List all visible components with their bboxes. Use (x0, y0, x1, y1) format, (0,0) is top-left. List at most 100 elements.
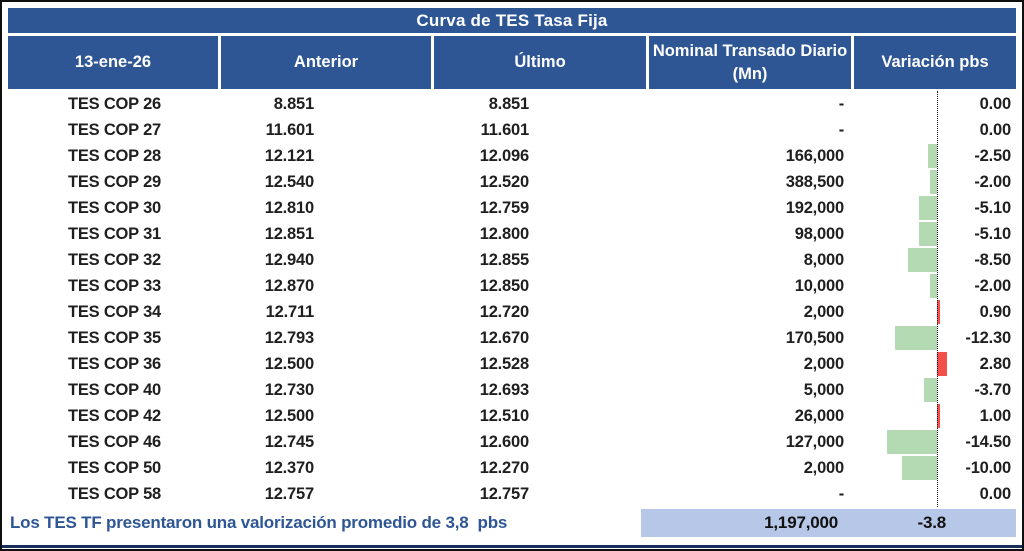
ultimo-value: 11.601 (480, 121, 530, 139)
bond-name: TES COP 50 (67, 459, 162, 477)
table-row: TES COP 42 12.500 12.510 26,000 1.00 (8, 403, 1016, 429)
ultimo-value: 8.851 (488, 95, 529, 113)
variacion-value: 1.00 (979, 407, 1012, 425)
variacion-value: -10.00 (965, 459, 1011, 477)
variacion-value: 0.90 (979, 303, 1012, 321)
anterior-value: 12.540 (264, 173, 314, 191)
table-row: TES COP 58 12.757 12.757 - 0.00 (8, 481, 1016, 507)
bond-name: TES COP 31 (67, 225, 162, 243)
bond-name: TES COP 46 (67, 433, 162, 451)
ultimo-value: 12.510 (479, 407, 529, 425)
anterior-value: 12.370 (264, 459, 314, 477)
table-row: TES COP 40 12.730 12.693 5,000 -3.70 (8, 377, 1016, 403)
ultimo-value: 12.850 (479, 277, 529, 295)
footer-average-variacion: -3.8 (917, 513, 947, 532)
nominal-value: 2,000 (803, 303, 844, 321)
footer-total-nominal: 1,197,000 (764, 513, 838, 532)
column-header-ultimo: Último (434, 36, 649, 89)
table-row: TES COP 31 12.851 12.800 98,000 -5.10 (8, 221, 1016, 247)
variation-bar-positive (937, 300, 940, 324)
anterior-value: 12.500 (264, 355, 314, 373)
nominal-value: - (838, 95, 844, 113)
table-row: TES COP 28 12.121 12.096 166,000 -2.50 (8, 143, 1016, 169)
anterior-value: 12.745 (264, 433, 314, 451)
table-row: TES COP 46 12.745 12.600 127,000 -14.50 (8, 429, 1016, 455)
variacion-value: 0.00 (979, 95, 1012, 113)
table-row: TES COP 30 12.810 12.759 192,000 -5.10 (8, 195, 1016, 221)
ultimo-value: 12.600 (479, 433, 529, 451)
nominal-value: 10,000 (794, 277, 844, 295)
variation-bar-negative (887, 430, 937, 454)
variation-bar-positive (937, 404, 940, 428)
table-row: TES COP 26 8.851 8.851 - 0.00 (8, 91, 1016, 117)
anterior-value: 12.121 (264, 147, 314, 165)
anterior-value: 12.500 (264, 407, 314, 425)
bond-name: TES COP 28 (67, 147, 162, 165)
variation-bar-negative (895, 326, 937, 350)
nominal-value: 166,000 (785, 147, 844, 165)
bond-name: TES COP 26 (67, 95, 162, 113)
table-container: Curva de TES Tasa Fija 13-ene-26 Anterio… (8, 8, 1016, 537)
table-row: TES COP 36 12.500 12.528 2,000 2.80 (8, 351, 1016, 377)
table-footer-row: Los TES TF presentaron una valorización … (8, 509, 1016, 537)
table-row: TES COP 50 12.370 12.270 2,000 -10.00 (8, 455, 1016, 481)
table-row: TES COP 34 12.711 12.720 2,000 0.90 (8, 299, 1016, 325)
variacion-value: 0.00 (979, 485, 1012, 503)
anterior-value: 12.793 (264, 329, 314, 347)
ultimo-value: 12.693 (479, 381, 529, 399)
anterior-value: 12.711 (265, 303, 315, 321)
variacion-value: -5.10 (974, 225, 1011, 243)
column-header-anterior: Anterior (221, 36, 434, 89)
ultimo-value: 12.270 (479, 459, 529, 477)
variacion-value: -12.30 (965, 329, 1011, 347)
nominal-value: 170,500 (785, 329, 844, 347)
variation-bar-negative (930, 170, 937, 194)
ultimo-value: 12.759 (479, 199, 529, 217)
variacion-value: -5.10 (974, 199, 1011, 217)
variation-bar-negative (930, 274, 937, 298)
variation-bar-negative (919, 196, 937, 220)
nominal-value: - (838, 121, 844, 139)
variacion-value: -3.70 (974, 381, 1011, 399)
nominal-value: 5,000 (803, 381, 844, 399)
bond-name: TES COP 35 (67, 329, 162, 347)
nominal-value: 2,000 (803, 355, 844, 373)
anterior-value: 11.601 (265, 121, 315, 139)
nominal-value: 127,000 (785, 433, 844, 451)
bottom-rule (2, 545, 1022, 548)
variation-bar-negative (924, 378, 937, 402)
anterior-value: 12.730 (264, 381, 314, 399)
nominal-value: - (838, 485, 844, 503)
ultimo-value: 12.096 (479, 147, 529, 165)
ultimo-value: 12.855 (479, 251, 529, 269)
nominal-value: 2,000 (803, 459, 844, 477)
bond-name: TES COP 29 (67, 173, 162, 191)
table-row: TES COP 32 12.940 12.855 8,000 -8.50 (8, 247, 1016, 273)
table-row: TES COP 27 11.601 11.601 - 0.00 (8, 117, 1016, 143)
zero-baseline (937, 91, 938, 507)
table-row: TES COP 33 12.870 12.850 10,000 -2.00 (8, 273, 1016, 299)
bond-name: TES COP 34 (67, 303, 162, 321)
nominal-value: 192,000 (785, 199, 844, 217)
table-header-row: 13-ene-26 Anterior Último Nominal Transa… (8, 36, 1016, 89)
bond-name: TES COP 40 (67, 381, 162, 399)
column-header-variacion: Variación pbs (854, 36, 1016, 89)
nominal-value: 98,000 (794, 225, 844, 243)
variacion-value: -2.00 (974, 277, 1011, 295)
ultimo-value: 12.528 (479, 355, 529, 373)
footer-summary-note: Los TES TF presentaron una valorización … (10, 513, 508, 532)
anterior-value: 8.851 (273, 95, 314, 113)
footer-highlight-cell: 1,197,000 -3.8 (641, 509, 1016, 537)
bond-name: TES COP 36 (67, 355, 162, 373)
variacion-value: -2.00 (974, 173, 1011, 191)
ultimo-value: 12.520 (479, 173, 529, 191)
ultimo-value: 12.757 (479, 485, 529, 503)
anterior-value: 12.810 (264, 199, 314, 217)
variation-bar-negative (902, 456, 937, 480)
variation-bar-negative (908, 248, 937, 272)
nominal-value: 26,000 (794, 407, 844, 425)
table-row: TES COP 35 12.793 12.670 170,500 -12.30 (8, 325, 1016, 351)
bond-name: TES COP 30 (67, 199, 162, 217)
table-row: TES COP 29 12.540 12.520 388,500 -2.00 (8, 169, 1016, 195)
